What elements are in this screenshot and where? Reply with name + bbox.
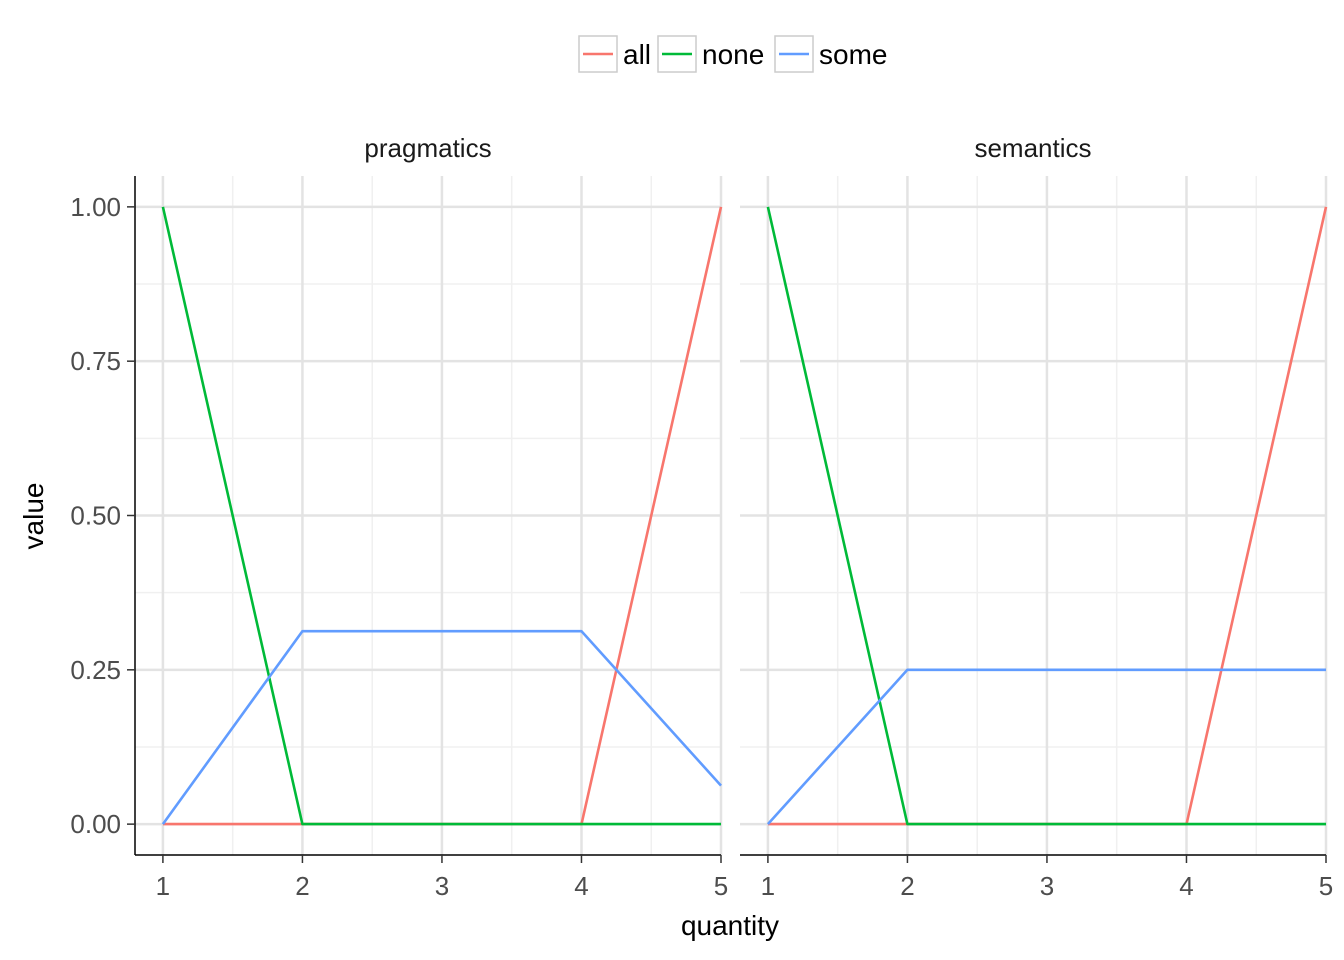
x-tick-label: 4 — [574, 871, 588, 901]
x-axis-title: quantity — [681, 910, 779, 941]
x-tick-label: 2 — [295, 871, 309, 901]
y-tick-label: 0.75 — [70, 346, 121, 376]
x-tick-label: 2 — [900, 871, 914, 901]
legend-label-some: some — [819, 39, 887, 70]
facet-label-pragmatics: pragmatics — [364, 133, 491, 163]
y-axis-title: value — [18, 483, 49, 550]
x-tick-label: 5 — [1319, 871, 1333, 901]
y-tick-label: 0.00 — [70, 809, 121, 839]
series-line-semantics-none — [766, 206, 1326, 826]
series-line-pragmatics-none — [161, 206, 721, 826]
x-tick-label: 5 — [714, 871, 728, 901]
legend-label-none: none — [702, 39, 764, 70]
x-tick-label: 4 — [1179, 871, 1193, 901]
x-tick-label: 3 — [1040, 871, 1054, 901]
series-line-pragmatics-some — [161, 629, 722, 825]
x-tick-label: 1 — [156, 871, 170, 901]
y-tick-label: 0.50 — [70, 501, 121, 531]
series-line-semantics-some — [766, 668, 1326, 825]
legend-label-all: all — [623, 39, 651, 70]
x-tick-label: 3 — [435, 871, 449, 901]
y-tick-label: 0.25 — [70, 655, 121, 685]
facet-label-semantics: semantics — [974, 133, 1091, 163]
x-tick-label: 1 — [761, 871, 775, 901]
y-tick-label: 1.00 — [70, 192, 121, 222]
